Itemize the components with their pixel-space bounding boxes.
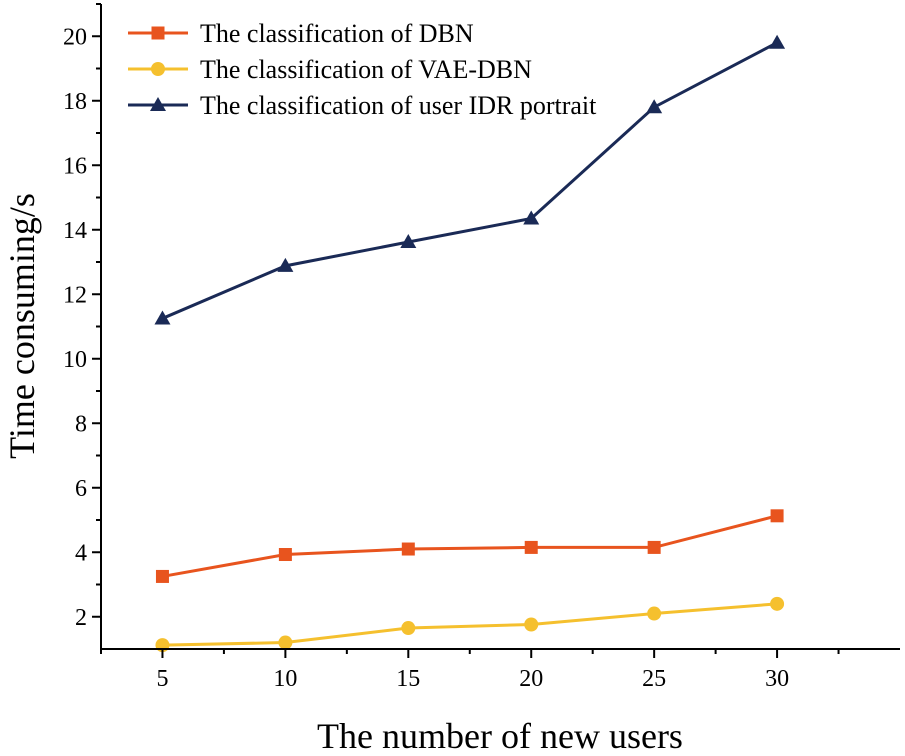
data-point (769, 34, 786, 49)
y-ticks: 2 4 6 8 10 12 14 16 18 20 (63, 3, 101, 631)
y-tick-label: 20 (63, 24, 87, 50)
x-axis-title: The number of new users (317, 716, 683, 756)
series-layer (154, 34, 786, 653)
data-point (770, 509, 784, 523)
x-ticks: 5 10 15 20 25 30 (100, 649, 840, 692)
y-tick-label: 18 (63, 89, 87, 115)
data-point (278, 548, 292, 562)
data-point (155, 569, 169, 583)
x-tick-label: 10 (273, 666, 297, 692)
y-tick-label: 16 (63, 153, 87, 179)
legend-marker (151, 62, 165, 76)
y-tick-label: 10 (63, 347, 87, 373)
x-tick-label: 5 (156, 666, 168, 692)
y-tick-label: 14 (63, 218, 87, 244)
y-tick-label: 12 (63, 282, 87, 308)
data-point (401, 621, 416, 636)
data-point (647, 540, 661, 554)
x-tick-label: 30 (765, 666, 789, 692)
data-point (277, 257, 294, 272)
data-point (401, 542, 415, 556)
series-line (162, 602, 778, 647)
legend-marker (150, 97, 166, 111)
legend-entry: The classification of VAE-DBN (128, 55, 532, 84)
series-3 (154, 34, 786, 325)
legend-marker (151, 26, 165, 40)
data-point (524, 617, 539, 632)
x-tick-label: 25 (642, 666, 666, 692)
legend-label: The classification of user IDR portrait (200, 91, 597, 120)
y-tick-label: 8 (75, 411, 87, 437)
legend-label: The classification of DBN (200, 19, 474, 48)
y-tick-label: 2 (75, 605, 87, 631)
x-tick-label: 15 (396, 666, 420, 692)
series-line (161, 41, 778, 320)
legend-entry: The classification of DBN (128, 19, 474, 48)
data-point (278, 635, 293, 650)
x-tick-label: 20 (519, 666, 543, 692)
data-point (154, 310, 171, 325)
y-tick-label: 4 (75, 540, 87, 566)
data-point (770, 596, 785, 611)
legend-label: The classification of VAE-DBN (200, 55, 532, 84)
data-point (646, 99, 663, 114)
series-line (162, 514, 778, 578)
data-point (524, 540, 538, 554)
series-2 (155, 596, 785, 653)
legend-entry: The classification of user IDR portrait (128, 91, 597, 120)
series-1 (155, 509, 784, 583)
data-point (523, 210, 540, 225)
data-point (647, 606, 662, 621)
legend: The classification of DBN The classificat… (128, 19, 597, 120)
y-axis-title: Time consuming/s (2, 193, 42, 459)
y-tick-label: 6 (75, 476, 87, 502)
data-point (400, 234, 417, 249)
